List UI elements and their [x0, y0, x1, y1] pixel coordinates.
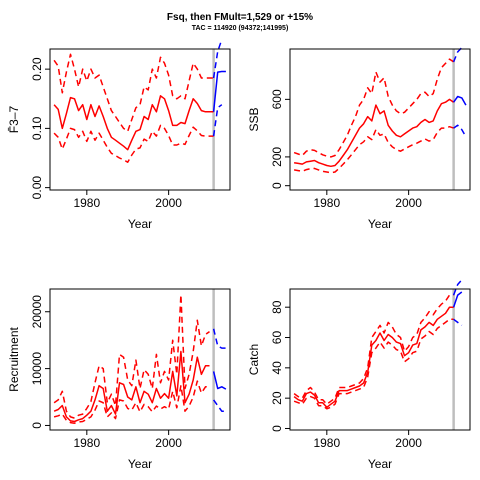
series-proj-estimate — [452, 291, 463, 308]
series-proj-upper — [212, 328, 226, 349]
x-tick-label: 2000 — [155, 436, 182, 450]
y-tick-label: 0 — [270, 425, 284, 432]
series-estimate — [293, 306, 454, 409]
x-axis-label: Year — [128, 217, 152, 231]
y-tick-label: 0 — [30, 422, 44, 429]
figure-subtitle: TAC = 114920 (94372;141995) — [192, 25, 289, 32]
series-upper — [53, 293, 210, 419]
series-proj-estimate — [452, 95, 467, 106]
series-upper — [293, 294, 454, 405]
y-tick-label: 20 — [270, 391, 284, 405]
series-estimate — [293, 98, 455, 168]
x-tick-label: 1980 — [73, 436, 100, 450]
x-tick-label: 1980 — [313, 196, 340, 210]
y-tick-label: 600 — [270, 89, 284, 109]
plot-frame — [289, 288, 471, 431]
series-proj-lower — [453, 318, 463, 327]
y-tick-label: 0.10 — [30, 116, 44, 140]
y-axis-label: F̄3–7 — [7, 106, 21, 134]
series-proj-estimate — [212, 371, 227, 390]
series-upper — [293, 58, 455, 158]
series-lower — [293, 318, 454, 410]
series-lower — [53, 124, 214, 163]
series-proj-lower — [212, 104, 223, 137]
series-estimate — [53, 95, 214, 151]
plot-frame — [49, 48, 231, 191]
plot-frame — [289, 48, 471, 191]
panel-ssb: 1980 2000 0 200 600 Year SSB — [247, 47, 471, 231]
series-lower — [53, 380, 210, 424]
y-tick-label: 0 — [270, 182, 284, 189]
y-tick-label: 0.00 — [30, 176, 44, 200]
x-axis-label: Year — [128, 457, 152, 471]
series-upper — [53, 53, 214, 133]
y-axis-label: Recruitment — [7, 326, 21, 391]
x-axis-label: Year — [368, 457, 392, 471]
y-axis-label: Catch — [247, 344, 261, 375]
x-axis-label: Year — [368, 217, 392, 231]
y-tick-label: 60 — [270, 331, 284, 345]
x-tick-label: 1980 — [73, 196, 100, 210]
plot-frame — [49, 288, 231, 431]
y-tick-label: 0.20 — [30, 57, 44, 81]
series-proj-upper — [212, 39, 223, 79]
panel-fbar: 1980 2000 0.00 0.10 0.20 Year F̄3–7 — [7, 39, 231, 231]
y-tick-label: 80 — [270, 300, 284, 314]
series-proj-lower — [212, 399, 226, 412]
x-tick-label: 2000 — [395, 436, 422, 450]
y-tick-label: 40 — [270, 361, 284, 375]
figure-title: Fsq, then FMult=1,529 or +15% — [167, 12, 313, 23]
x-tick-label: 2000 — [155, 196, 182, 210]
series-proj-lower — [453, 124, 467, 138]
x-tick-label: 1980 — [313, 436, 340, 450]
y-axis-label: SSB — [247, 107, 261, 131]
series-proj-upper — [452, 279, 463, 296]
series-estimate — [53, 350, 210, 423]
y-tick-label: 200 — [270, 147, 284, 167]
series-proj-estimate — [212, 70, 226, 112]
y-tick-label: 20000 — [30, 295, 44, 329]
series-lower — [293, 125, 454, 174]
panel-catch: 1980 2000 0 20 40 60 80 Year Catch — [247, 279, 471, 471]
y-tick-label: 10000 — [30, 352, 44, 386]
x-tick-label: 2000 — [395, 196, 422, 210]
